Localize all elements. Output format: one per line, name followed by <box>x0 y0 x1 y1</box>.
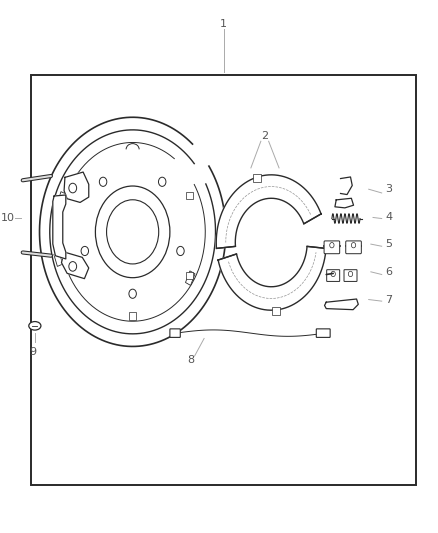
Text: 4: 4 <box>385 213 392 222</box>
Text: 8: 8 <box>187 355 194 365</box>
FancyBboxPatch shape <box>170 329 180 337</box>
FancyBboxPatch shape <box>316 329 330 337</box>
Text: 9: 9 <box>29 347 36 357</box>
Bar <box>54 252 63 266</box>
Text: 6: 6 <box>385 267 392 277</box>
Text: 2: 2 <box>261 131 268 141</box>
FancyBboxPatch shape <box>324 241 340 254</box>
Text: 10: 10 <box>0 213 14 223</box>
Text: 3: 3 <box>385 184 392 194</box>
Bar <box>253 174 261 182</box>
Polygon shape <box>64 172 89 203</box>
Polygon shape <box>216 175 321 248</box>
Polygon shape <box>335 198 353 208</box>
Text: 1: 1 <box>220 19 227 29</box>
Bar <box>31 75 417 485</box>
Bar <box>272 307 280 316</box>
Bar <box>129 312 136 320</box>
FancyBboxPatch shape <box>344 270 357 281</box>
Ellipse shape <box>29 321 41 330</box>
Polygon shape <box>61 252 89 279</box>
Polygon shape <box>218 246 326 310</box>
Text: 7: 7 <box>385 295 392 304</box>
FancyBboxPatch shape <box>327 270 340 281</box>
Text: 5: 5 <box>385 239 392 249</box>
Bar <box>186 272 193 279</box>
Polygon shape <box>340 177 352 195</box>
Bar <box>57 192 66 206</box>
Bar <box>186 271 195 285</box>
Polygon shape <box>53 195 66 259</box>
FancyBboxPatch shape <box>346 241 361 254</box>
Polygon shape <box>325 299 358 310</box>
Bar <box>186 192 193 199</box>
